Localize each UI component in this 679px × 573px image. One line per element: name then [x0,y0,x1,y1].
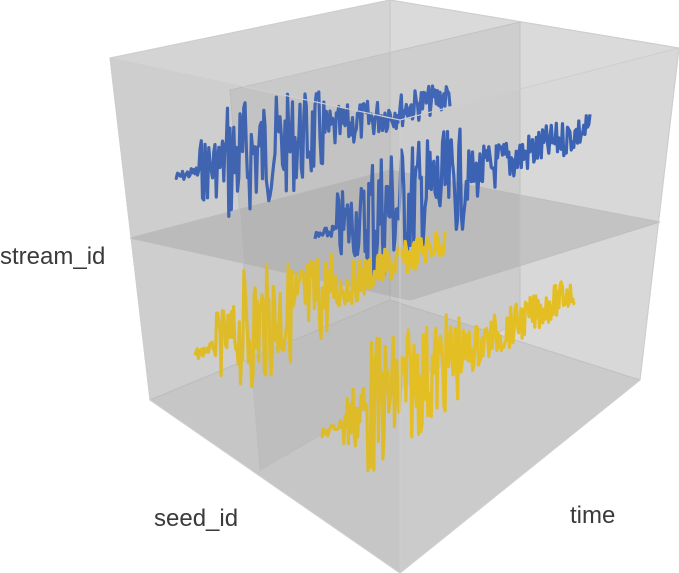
seed-id-axis-label: seed_id [154,505,238,533]
cube-front-left-face [110,58,400,573]
time-axis-label: time [570,502,615,530]
cube-front-faces [110,0,679,573]
stream-id-axis-label: stream_id [0,243,105,271]
cube-front-right-face [400,48,679,573]
